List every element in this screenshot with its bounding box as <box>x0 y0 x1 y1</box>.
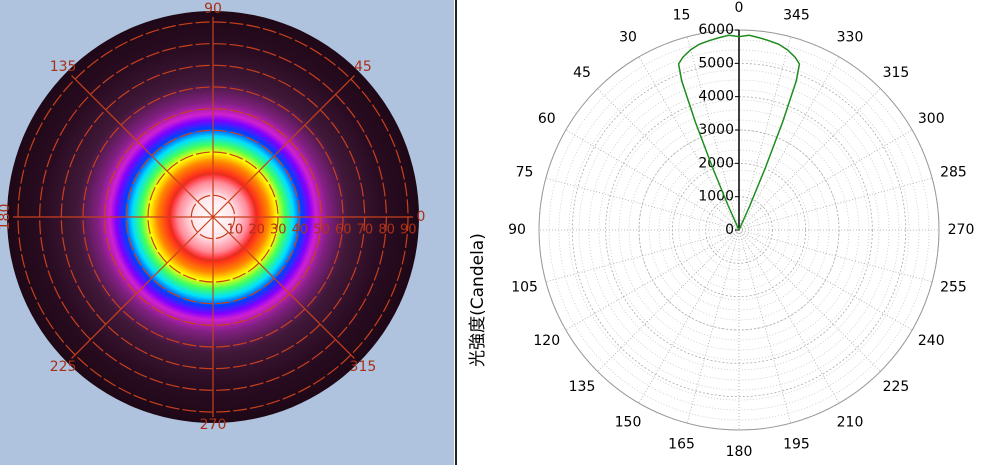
angle-label: 180 <box>0 204 13 231</box>
angle-label: 270 <box>948 222 975 238</box>
r-tick-label: 20 <box>248 223 265 238</box>
angle-label: 270 <box>200 417 227 433</box>
r-tick-label: 0 <box>725 222 734 238</box>
angle-label: 285 <box>940 165 967 181</box>
angle-label: 345 <box>783 8 810 24</box>
minor-ring <box>628 119 850 341</box>
angle-label: 0 <box>735 0 744 16</box>
r-tick-label: 80 <box>378 223 395 238</box>
spoke <box>212 216 355 359</box>
r-tick-label: 3000 <box>698 122 734 138</box>
spoke <box>638 229 740 404</box>
right-chart: 0 15 30 45 60 75 90 105 120 135 150 165 180 195 210 225… <box>508 0 974 460</box>
spoke <box>545 177 740 231</box>
r-tick-label: 6000 <box>698 22 734 38</box>
r-tick-label: 90 <box>400 223 417 238</box>
angle-label: 75 <box>516 165 534 181</box>
spoke <box>565 229 740 331</box>
minor-ring <box>658 149 820 311</box>
angle-label: 30 <box>619 30 637 46</box>
spoke <box>638 56 740 231</box>
spoke <box>686 36 740 231</box>
spoke <box>738 229 881 372</box>
angle-label: 315 <box>883 65 910 81</box>
angle-label: 195 <box>783 436 810 452</box>
angle-label: 180 <box>726 444 753 460</box>
angle-label: 300 <box>918 111 945 127</box>
angle-label: 60 <box>538 111 556 127</box>
angle-label: 45 <box>573 65 591 81</box>
y-axis-label: 光強度(Candela) <box>468 233 488 367</box>
r-tick-label: 1000 <box>698 189 734 205</box>
spoke <box>71 75 214 218</box>
spoke <box>738 229 933 283</box>
spoke <box>545 229 740 283</box>
angle-label: 225 <box>883 379 910 395</box>
r-tick-label: 40 <box>292 223 309 238</box>
spoke <box>738 88 881 231</box>
angle-label: 165 <box>668 436 695 452</box>
spoke <box>597 88 740 231</box>
angle-label: 135 <box>569 379 596 395</box>
spoke <box>71 216 214 359</box>
minor-ring <box>598 89 880 371</box>
r-tick-label: 10 <box>227 223 244 238</box>
r-tick-label: 30 <box>270 223 287 238</box>
spoke <box>738 229 840 404</box>
angle-label: 0 <box>417 209 426 225</box>
spoke <box>738 36 792 231</box>
angle-label: 255 <box>940 279 967 295</box>
r-tick-label: 50 <box>313 223 330 238</box>
r-tick-label: 2000 <box>698 155 734 171</box>
angle-label: 315 <box>350 359 377 375</box>
angle-label: 15 <box>673 8 691 24</box>
spoke <box>597 229 740 372</box>
r-tick-label: 70 <box>357 223 374 238</box>
spoke <box>738 229 792 424</box>
angle-label: 330 <box>837 30 864 46</box>
r-tick-label: 4000 <box>698 89 734 105</box>
angle-label: 120 <box>533 333 560 349</box>
r-tick-label: 5000 <box>698 55 734 71</box>
angle-label: 150 <box>615 414 642 430</box>
spoke <box>738 56 840 231</box>
intensity-line <box>677 34 801 231</box>
angle-label: 225 <box>50 359 77 375</box>
angle-label: 105 <box>511 279 538 295</box>
spoke <box>738 229 913 331</box>
angle-label: 240 <box>918 333 945 349</box>
spoke <box>738 129 913 231</box>
spoke <box>686 229 740 424</box>
angle-label: 135 <box>50 59 77 75</box>
angle-label: 90 <box>508 222 526 238</box>
angle-label: 90 <box>204 1 222 17</box>
minor-ring <box>568 59 910 401</box>
angle-label: 210 <box>837 414 864 430</box>
spoke <box>738 177 933 231</box>
r-tick-label: 60 <box>335 223 352 238</box>
spoke <box>565 129 740 231</box>
minor-ring <box>688 179 790 281</box>
spoke <box>212 75 355 218</box>
angle-label: 45 <box>354 59 372 75</box>
